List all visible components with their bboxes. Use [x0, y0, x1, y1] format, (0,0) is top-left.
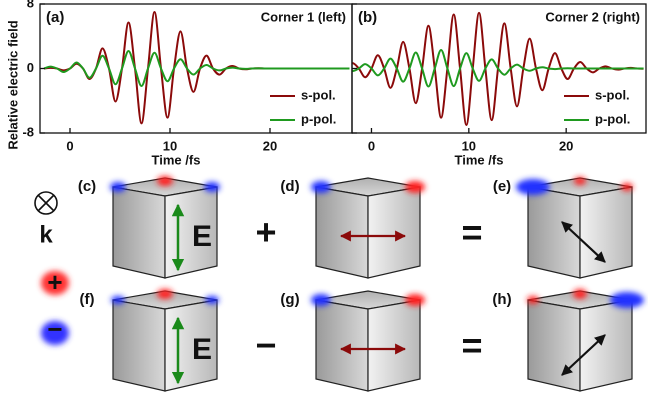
- diagram: k + − E (c) (d) (e) + = E (f) (g) (h) − =: [35, 176, 644, 391]
- charge-glow: [205, 296, 219, 304]
- x-tick-label: 0: [368, 138, 375, 153]
- legend-label: s-pol.: [301, 87, 336, 102]
- k-icon-cross: [38, 195, 54, 211]
- charge-glow: [405, 294, 425, 306]
- charge-glow: [311, 294, 331, 306]
- y-tick-label: 0: [27, 60, 34, 75]
- charge-glow: [516, 179, 550, 195]
- negative-label: −: [47, 314, 62, 344]
- plot: [346, 13, 643, 125]
- legend-label: p-pol.: [301, 111, 336, 126]
- x-tick-label: 10: [163, 138, 177, 153]
- panel-label: (d): [280, 178, 299, 195]
- plot: [44, 12, 350, 123]
- charge-glow: [573, 289, 587, 299]
- legend-label: s-pol.: [595, 87, 630, 102]
- charge-glow: [311, 181, 331, 193]
- operator: =: [461, 325, 482, 366]
- charge-glow: [111, 296, 125, 304]
- cube-left: [316, 300, 368, 391]
- cube-left: [316, 187, 368, 278]
- field-label: E: [192, 220, 212, 253]
- charge-glow: [204, 182, 220, 192]
- charge-glow: [574, 177, 586, 185]
- cube-left: [113, 300, 165, 391]
- x-axis-label: Time /fs: [152, 152, 201, 167]
- y-tick-label: 8: [27, 0, 34, 10]
- k-label: k: [39, 221, 53, 248]
- operator: =: [461, 212, 482, 253]
- figure: k + − E (c) (d) (e) + = E (f) (g) (h) − = s-pol. p-p…: [0, 0, 648, 406]
- x-tick-label: 0: [66, 138, 73, 153]
- positive-label: +: [47, 267, 62, 297]
- charge-glow: [157, 176, 173, 186]
- charge-glow: [405, 181, 425, 193]
- y-tick-label: -8: [22, 124, 34, 139]
- x-tick-label: 10: [462, 138, 476, 153]
- charge-glow: [621, 183, 633, 191]
- panel-label: (b): [358, 9, 377, 26]
- y-axis-label: Relative electric field: [5, 20, 20, 149]
- chart-title: Corner 1 (left): [261, 9, 346, 24]
- charge-glow: [157, 289, 173, 299]
- charge-glow: [110, 182, 126, 192]
- charge-glow: [610, 292, 644, 308]
- cube-right: [580, 187, 632, 278]
- cube-left: [528, 300, 580, 391]
- x-tick-label: 20: [559, 138, 573, 153]
- cube-right: [368, 187, 420, 278]
- panel-label: (c): [78, 178, 96, 195]
- x-axis-label: Time /fs: [455, 152, 504, 167]
- panel-label: (g): [280, 291, 299, 308]
- panel-label: (h): [492, 291, 511, 308]
- cube-right: [368, 300, 420, 391]
- panel-label: (a): [46, 9, 64, 26]
- panel-label: (f): [80, 291, 95, 308]
- operator: −: [255, 325, 276, 366]
- series-line: [346, 50, 643, 87]
- operator: +: [255, 212, 276, 253]
- cube-right: [580, 300, 632, 391]
- chart-title: Corner 2 (right): [545, 9, 640, 24]
- field-label: E: [192, 333, 212, 366]
- charge-glow: [527, 296, 539, 304]
- legend-label: p-pol.: [595, 111, 630, 126]
- panel-label: (e): [493, 178, 511, 195]
- cube-left: [113, 187, 165, 278]
- x-tick-label: 20: [263, 138, 277, 153]
